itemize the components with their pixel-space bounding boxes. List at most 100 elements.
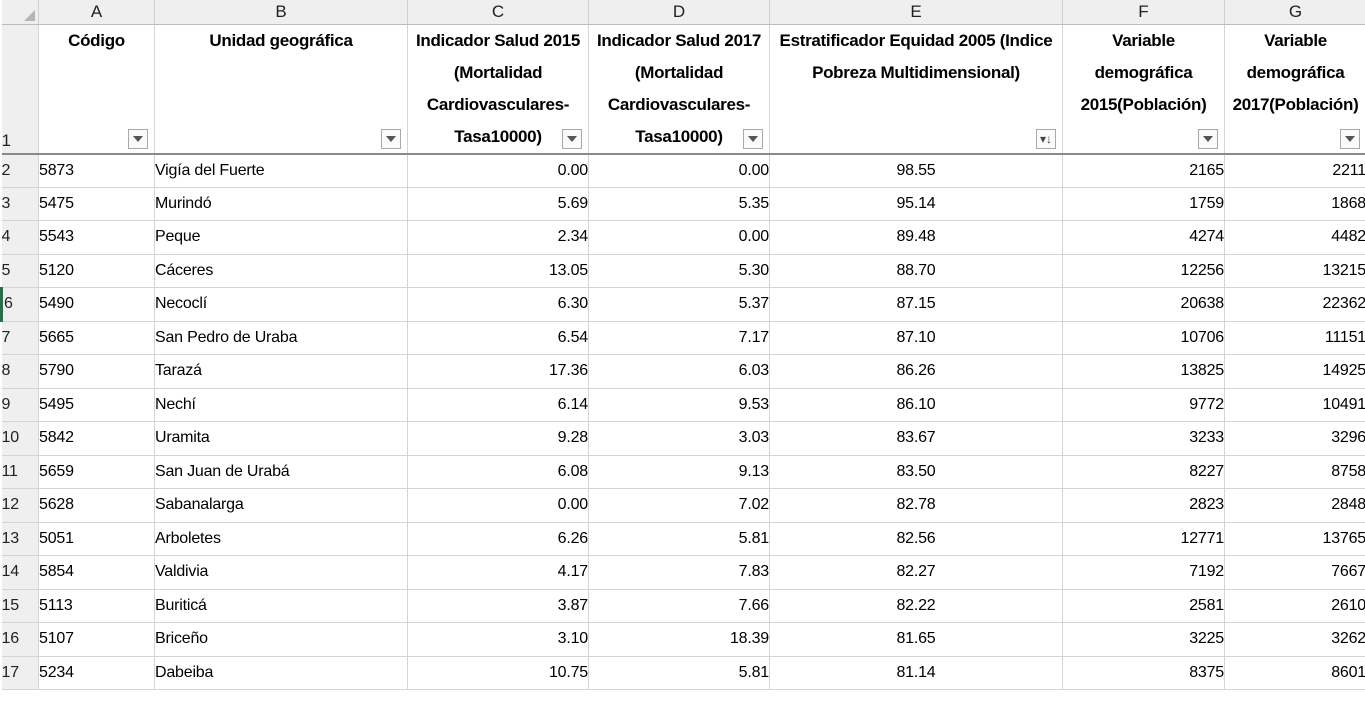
cell-salud-2015[interactable]: 6.14 — [407, 388, 589, 422]
header-cell-poblacion-2015[interactable]: Variable demográfica 2015(Población) — [1062, 24, 1225, 155]
cell-equidad-2005[interactable]: 82.27 — [769, 555, 1063, 590]
cell-salud-2015[interactable]: 6.30 — [407, 287, 589, 322]
row-header[interactable]: 10 — [1, 421, 39, 456]
cell-codigo[interactable]: 5543 — [38, 220, 155, 255]
cell-poblacion-2015[interactable]: 9772 — [1062, 388, 1225, 422]
cell-salud-2017[interactable]: 7.83 — [588, 555, 770, 590]
filter-dropdown-icon[interactable] — [1198, 128, 1218, 149]
cell-salud-2015[interactable]: 0.00 — [407, 488, 589, 523]
cell-salud-2015[interactable]: 9.28 — [407, 421, 589, 456]
column-header-e[interactable]: E — [769, 0, 1063, 25]
cell-poblacion-2017[interactable]: 3296 — [1224, 421, 1365, 456]
row-header[interactable]: 8 — [1, 354, 39, 389]
column-header-f[interactable]: F — [1062, 0, 1225, 25]
column-header-g[interactable]: G — [1224, 0, 1365, 25]
row-header[interactable]: 11 — [1, 455, 39, 489]
select-all-corner[interactable] — [1, 0, 39, 25]
cell-equidad-2005[interactable]: 95.14 — [769, 187, 1063, 221]
column-header-b[interactable]: B — [154, 0, 408, 25]
cell-equidad-2005[interactable]: 86.26 — [769, 354, 1063, 389]
cell-salud-2017[interactable]: 6.03 — [588, 354, 770, 389]
cell-unidad[interactable]: Murindó — [154, 187, 408, 221]
cell-equidad-2005[interactable]: 86.10 — [769, 388, 1063, 422]
cell-salud-2017[interactable]: 5.81 — [588, 656, 770, 690]
cell-poblacion-2015[interactable]: 13825 — [1062, 354, 1225, 389]
row-header[interactable]: 6 — [0, 287, 39, 322]
cell-poblacion-2015[interactable]: 10706 — [1062, 321, 1225, 355]
cell-equidad-2005[interactable]: 83.50 — [769, 455, 1063, 489]
cell-unidad[interactable]: Briceño — [154, 622, 408, 657]
filter-dropdown-icon[interactable] — [743, 128, 763, 149]
filter-dropdown-icon[interactable] — [562, 128, 582, 149]
cell-unidad[interactable]: San Juan de Urabá — [154, 455, 408, 489]
row-header[interactable]: 9 — [1, 388, 39, 422]
cell-poblacion-2015[interactable]: 12256 — [1062, 254, 1225, 288]
cell-salud-2015[interactable]: 6.54 — [407, 321, 589, 355]
cell-salud-2015[interactable]: 3.10 — [407, 622, 589, 657]
cell-unidad[interactable]: Buriticá — [154, 589, 408, 623]
cell-poblacion-2015[interactable]: 4274 — [1062, 220, 1225, 255]
cell-salud-2017[interactable]: 0.00 — [588, 220, 770, 255]
cell-codigo[interactable]: 5873 — [38, 153, 155, 188]
cell-salud-2015[interactable]: 6.26 — [407, 522, 589, 556]
cell-salud-2017[interactable]: 7.02 — [588, 488, 770, 523]
cell-poblacion-2017[interactable]: 7667 — [1224, 555, 1365, 590]
cell-equidad-2005[interactable]: 82.78 — [769, 488, 1063, 523]
cell-salud-2015[interactable]: 6.08 — [407, 455, 589, 489]
cell-codigo[interactable]: 5234 — [38, 656, 155, 690]
cell-poblacion-2017[interactable]: 8758 — [1224, 455, 1365, 489]
cell-poblacion-2017[interactable]: 2848 — [1224, 488, 1365, 523]
cell-equidad-2005[interactable]: 83.67 — [769, 421, 1063, 456]
cell-poblacion-2015[interactable]: 8375 — [1062, 656, 1225, 690]
cell-codigo[interactable]: 5051 — [38, 522, 155, 556]
cell-unidad[interactable]: Arboletes — [154, 522, 408, 556]
cell-equidad-2005[interactable]: 89.48 — [769, 220, 1063, 255]
cell-poblacion-2017[interactable]: 11151 — [1224, 321, 1365, 355]
cell-equidad-2005[interactable]: 82.56 — [769, 522, 1063, 556]
cell-poblacion-2017[interactable]: 13215 — [1224, 254, 1365, 288]
cell-codigo[interactable]: 5628 — [38, 488, 155, 523]
cell-codigo[interactable]: 5854 — [38, 555, 155, 590]
cell-poblacion-2017[interactable]: 2211 — [1224, 153, 1365, 188]
row-header[interactable]: 12 — [1, 488, 39, 523]
cell-equidad-2005[interactable]: 88.70 — [769, 254, 1063, 288]
cell-equidad-2005[interactable]: 87.10 — [769, 321, 1063, 355]
column-header-d[interactable]: D — [588, 0, 770, 25]
cell-salud-2015[interactable]: 3.87 — [407, 589, 589, 623]
cell-unidad[interactable]: Vigía del Fuerte — [154, 153, 408, 188]
row-header[interactable]: 3 — [1, 187, 39, 221]
cell-unidad[interactable]: San Pedro de Uraba — [154, 321, 408, 355]
cell-codigo[interactable]: 5113 — [38, 589, 155, 623]
filter-dropdown-icon[interactable] — [381, 128, 401, 149]
cell-unidad[interactable]: Necoclí — [154, 287, 408, 322]
cell-poblacion-2017[interactable]: 3262 — [1224, 622, 1365, 657]
row-header[interactable]: 13 — [1, 522, 39, 556]
cell-codigo[interactable]: 5842 — [38, 421, 155, 456]
row-header-1[interactable]: 1 — [1, 24, 39, 155]
cell-codigo[interactable]: 5790 — [38, 354, 155, 389]
cell-unidad[interactable]: Peque — [154, 220, 408, 255]
cell-codigo[interactable]: 5659 — [38, 455, 155, 489]
cell-codigo[interactable]: 5490 — [38, 287, 155, 322]
header-cell-salud-2015[interactable]: Indicador Salud 2015 (Mortalidad Cardiov… — [407, 24, 589, 155]
cell-codigo[interactable]: 5107 — [38, 622, 155, 657]
cell-poblacion-2015[interactable]: 8227 — [1062, 455, 1225, 489]
column-header-a[interactable]: A — [38, 0, 155, 25]
cell-poblacion-2017[interactable]: 22362 — [1224, 287, 1365, 322]
cell-salud-2017[interactable]: 3.03 — [588, 421, 770, 456]
cell-salud-2017[interactable]: 9.53 — [588, 388, 770, 422]
cell-salud-2015[interactable]: 2.34 — [407, 220, 589, 255]
cell-unidad[interactable]: Tarazá — [154, 354, 408, 389]
cell-poblacion-2017[interactable]: 10491 — [1224, 388, 1365, 422]
cell-codigo[interactable]: 5665 — [38, 321, 155, 355]
cell-codigo[interactable]: 5475 — [38, 187, 155, 221]
row-header[interactable]: 17 — [1, 656, 39, 690]
cell-poblacion-2015[interactable]: 3225 — [1062, 622, 1225, 657]
cell-salud-2017[interactable]: 18.39 — [588, 622, 770, 657]
cell-equidad-2005[interactable]: 81.14 — [769, 656, 1063, 690]
cell-salud-2017[interactable]: 9.13 — [588, 455, 770, 489]
cell-salud-2015[interactable]: 5.69 — [407, 187, 589, 221]
row-header[interactable]: 5 — [1, 254, 39, 288]
cell-salud-2017[interactable]: 5.30 — [588, 254, 770, 288]
cell-equidad-2005[interactable]: 98.55 — [769, 153, 1063, 188]
